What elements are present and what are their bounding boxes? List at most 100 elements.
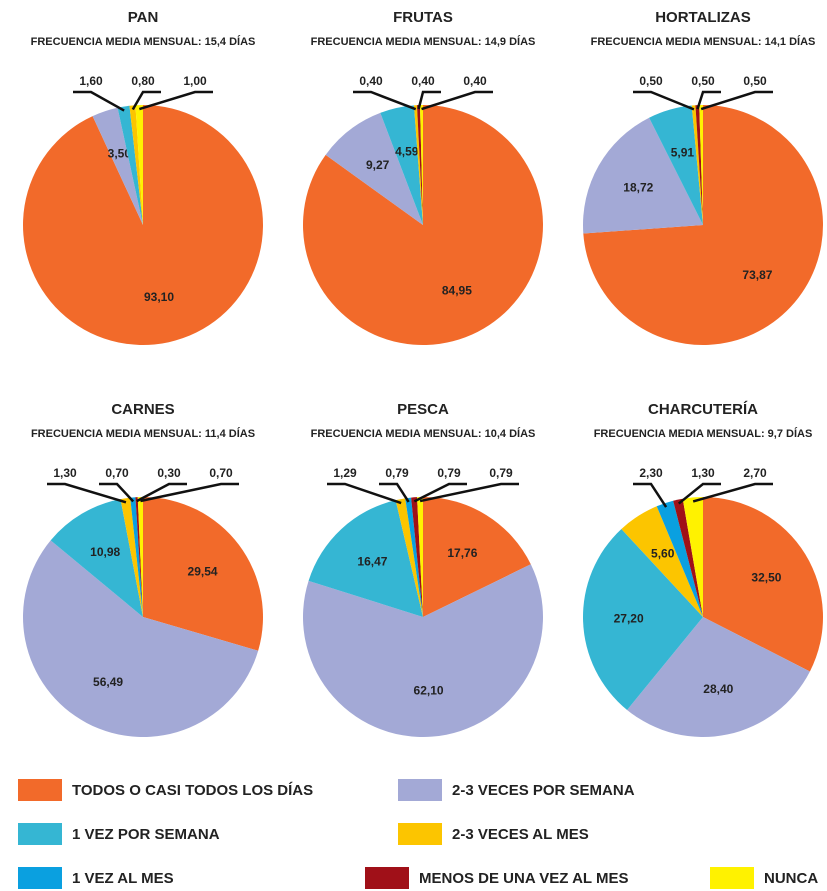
pie-slice <box>699 105 703 225</box>
value-label: 1,60 <box>79 74 103 88</box>
pie-slice <box>405 497 423 617</box>
value-label: 0,40 <box>359 74 383 88</box>
value-label: 4,59 <box>395 145 419 159</box>
value-label: 0,79 <box>385 466 409 480</box>
value-label: 28,40 <box>703 682 733 696</box>
callout-line <box>327 482 402 505</box>
legend-label: 2-3 VECES POR SEMANA <box>452 782 635 799</box>
value-label: 56,49 <box>93 675 123 689</box>
pie-slice <box>621 506 703 617</box>
pie-slice <box>649 105 703 225</box>
pie-subtitle: FRECUENCIA MEDIA MENSUAL: 11,4 DÍAS <box>31 427 255 440</box>
value-label: 0,50 <box>691 74 715 88</box>
value-label: 2,70 <box>743 466 767 480</box>
legend-swatch <box>398 779 442 801</box>
value-label: 29,54 <box>188 565 218 579</box>
pie-slice <box>23 540 259 737</box>
legend-swatch <box>18 867 62 889</box>
pie-subtitle: FRECUENCIA MEDIA MENSUAL: 10,4 DÍAS <box>311 427 536 440</box>
callout-line <box>379 482 410 503</box>
callout-line <box>696 90 721 110</box>
pie-slice <box>22 105 263 346</box>
pie-slice <box>395 498 423 617</box>
value-label: 62,10 <box>414 683 444 697</box>
value-label: 73,87 <box>742 268 772 282</box>
legend-label: NUNCA <box>764 870 818 887</box>
value-label: 18,72 <box>623 180 653 194</box>
pie-slice <box>582 529 703 710</box>
value-label: 0,50 <box>639 74 663 88</box>
legend-swatch <box>365 867 409 889</box>
pie-slice <box>703 497 823 672</box>
pie-slice <box>129 105 143 225</box>
pie-slice <box>413 105 423 225</box>
pie-slice <box>423 497 531 617</box>
value-label: 1,00 <box>183 74 207 88</box>
pie-slice <box>695 105 703 225</box>
pie-slice <box>308 500 423 617</box>
pie-slice <box>137 497 143 617</box>
value-label: 1,29 <box>333 466 357 480</box>
pie-slice <box>673 498 703 617</box>
value-label: 1,30 <box>53 466 77 480</box>
pie-subtitle: FRECUENCIA MEDIA MENSUAL: 15,4 DÍAS <box>31 35 256 48</box>
legend-label: MENOS DE UNA VEZ AL MES <box>419 870 628 887</box>
pie-slice <box>411 497 423 617</box>
callout-line <box>47 482 127 504</box>
pie-slice <box>419 105 423 225</box>
pie-slice <box>416 105 423 225</box>
pie-slice <box>691 105 703 225</box>
callout-line <box>140 482 239 503</box>
pie-slice <box>135 105 143 225</box>
value-label: 32,50 <box>751 570 781 584</box>
pie-slice <box>656 500 703 617</box>
pie-subtitle: FRECUENCIA MEDIA MENSUAL: 14,1 DÍAS <box>591 35 816 48</box>
pie-slice <box>380 105 423 225</box>
legend-label: 1 VEZ AL MES <box>72 870 174 887</box>
pie-slice <box>117 105 143 225</box>
callout-line <box>138 90 213 111</box>
value-label: 0,30 <box>157 466 181 480</box>
value-label: 84,95 <box>442 283 472 297</box>
pie-slice <box>583 105 823 345</box>
pie-slice <box>325 112 423 225</box>
value-label: 0,40 <box>463 74 487 88</box>
legend-swatch <box>18 779 62 801</box>
callout-line <box>417 90 441 110</box>
value-label: 0,80 <box>131 74 155 88</box>
pie-title: PESCA <box>397 401 449 418</box>
callout-line <box>136 482 187 503</box>
pie-slice <box>583 117 703 234</box>
value-label: 0,79 <box>437 466 461 480</box>
callout-line <box>131 90 161 111</box>
pie-slice <box>120 497 143 617</box>
callout-line <box>692 482 773 503</box>
value-label: 5,91 <box>671 146 695 160</box>
value-label: 93,10 <box>144 290 174 304</box>
pie-slice <box>303 564 544 738</box>
pie-subtitle: FRECUENCIA MEDIA MENSUAL: 14,9 DÍAS <box>311 35 536 48</box>
legend-swatch <box>18 823 62 845</box>
pie-slice <box>135 497 143 617</box>
value-label: 0,70 <box>105 466 129 480</box>
pie-title: CARNES <box>111 401 174 418</box>
value-label: 10,98 <box>90 545 120 559</box>
value-label: 1,30 <box>691 466 715 480</box>
value-label: 0,40 <box>411 74 435 88</box>
legend-label: 1 VEZ POR SEMANA <box>72 826 220 843</box>
pie-slice <box>92 107 143 225</box>
legend-swatch <box>710 867 754 889</box>
pie-slice <box>682 497 703 617</box>
pie-title: FRUTAS <box>393 9 453 26</box>
pie-subtitle: FRECUENCIA MEDIA MENSUAL: 9,7 DÍAS <box>594 427 813 440</box>
value-label: 3,50 <box>108 147 132 161</box>
callout-line <box>419 482 519 503</box>
pie-title: PAN <box>128 9 159 26</box>
pie-slice <box>130 497 143 617</box>
value-label: 27,20 <box>614 612 644 626</box>
pie-slice <box>143 497 263 651</box>
value-label: 0,79 <box>489 466 513 480</box>
value-label: 0,50 <box>743 74 767 88</box>
value-label: 2,30 <box>639 466 663 480</box>
